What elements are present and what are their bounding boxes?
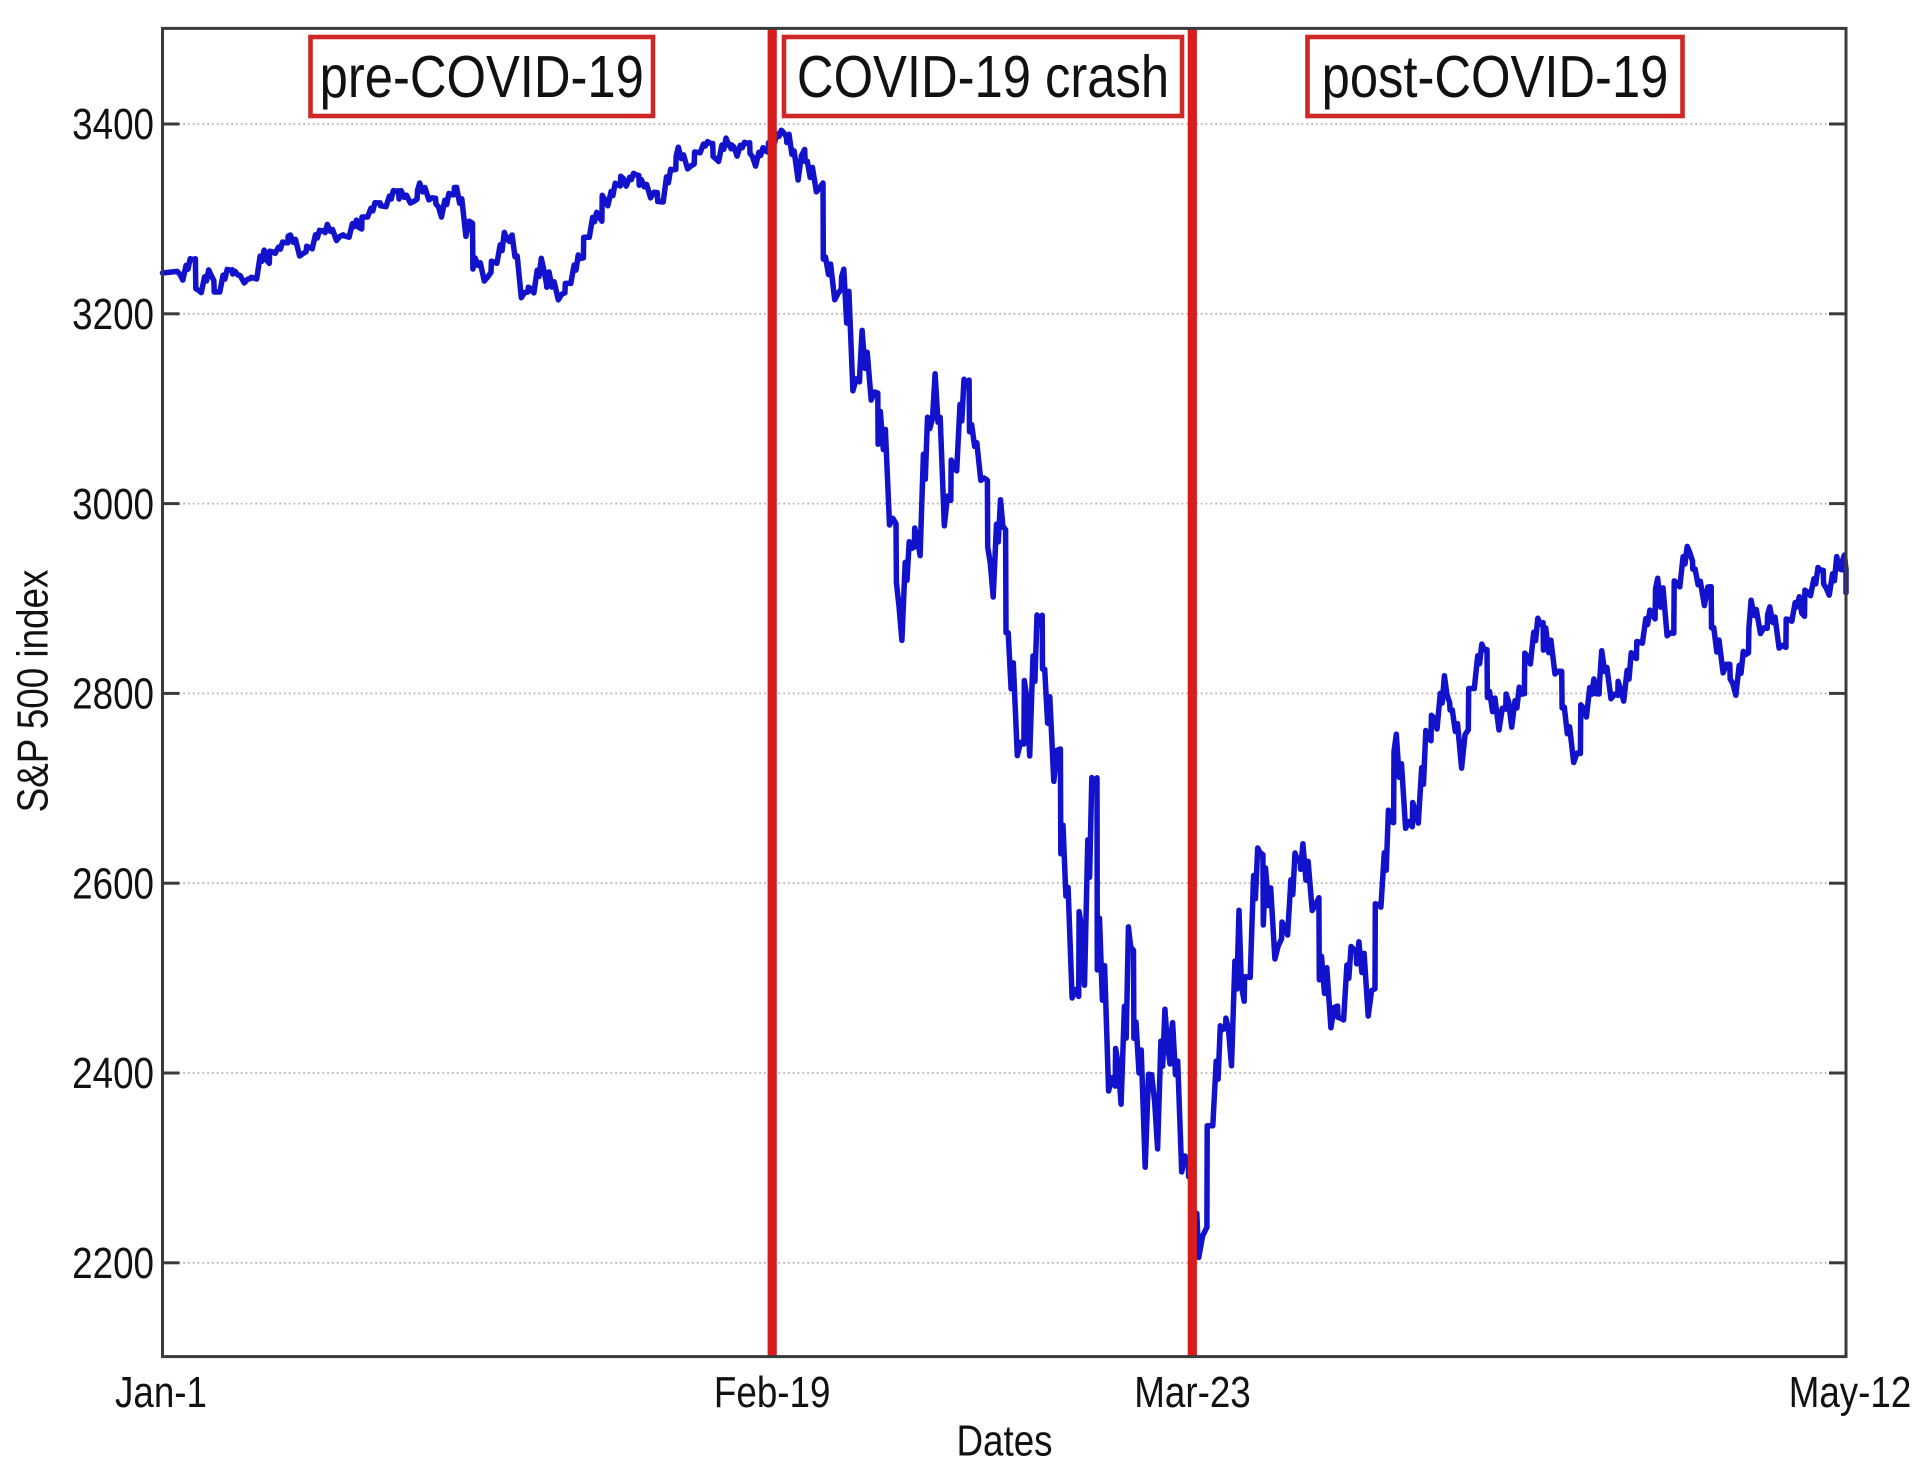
svg-text:2400: 2400 <box>72 1048 154 1098</box>
svg-text:May-12: May-12 <box>1789 1367 1912 1417</box>
svg-text:post-COVID-19: post-COVID-19 <box>1322 43 1669 109</box>
svg-text:Dates: Dates <box>956 1415 1052 1465</box>
svg-text:Feb-19: Feb-19 <box>714 1367 831 1417</box>
svg-text:3200: 3200 <box>72 289 154 339</box>
svg-text:S&P 500 index: S&P 500 index <box>7 570 57 813</box>
svg-text:3400: 3400 <box>72 99 154 149</box>
svg-text:2200: 2200 <box>72 1238 154 1288</box>
svg-text:Jan-1: Jan-1 <box>115 1367 207 1417</box>
svg-text:Mar-23: Mar-23 <box>1134 1367 1251 1417</box>
svg-text:2600: 2600 <box>72 858 154 908</box>
svg-text:2800: 2800 <box>72 668 154 718</box>
svg-text:3000: 3000 <box>72 479 154 529</box>
svg-text:pre-COVID-19: pre-COVID-19 <box>320 43 644 109</box>
svg-text:COVID-19 crash: COVID-19 crash <box>797 43 1169 109</box>
